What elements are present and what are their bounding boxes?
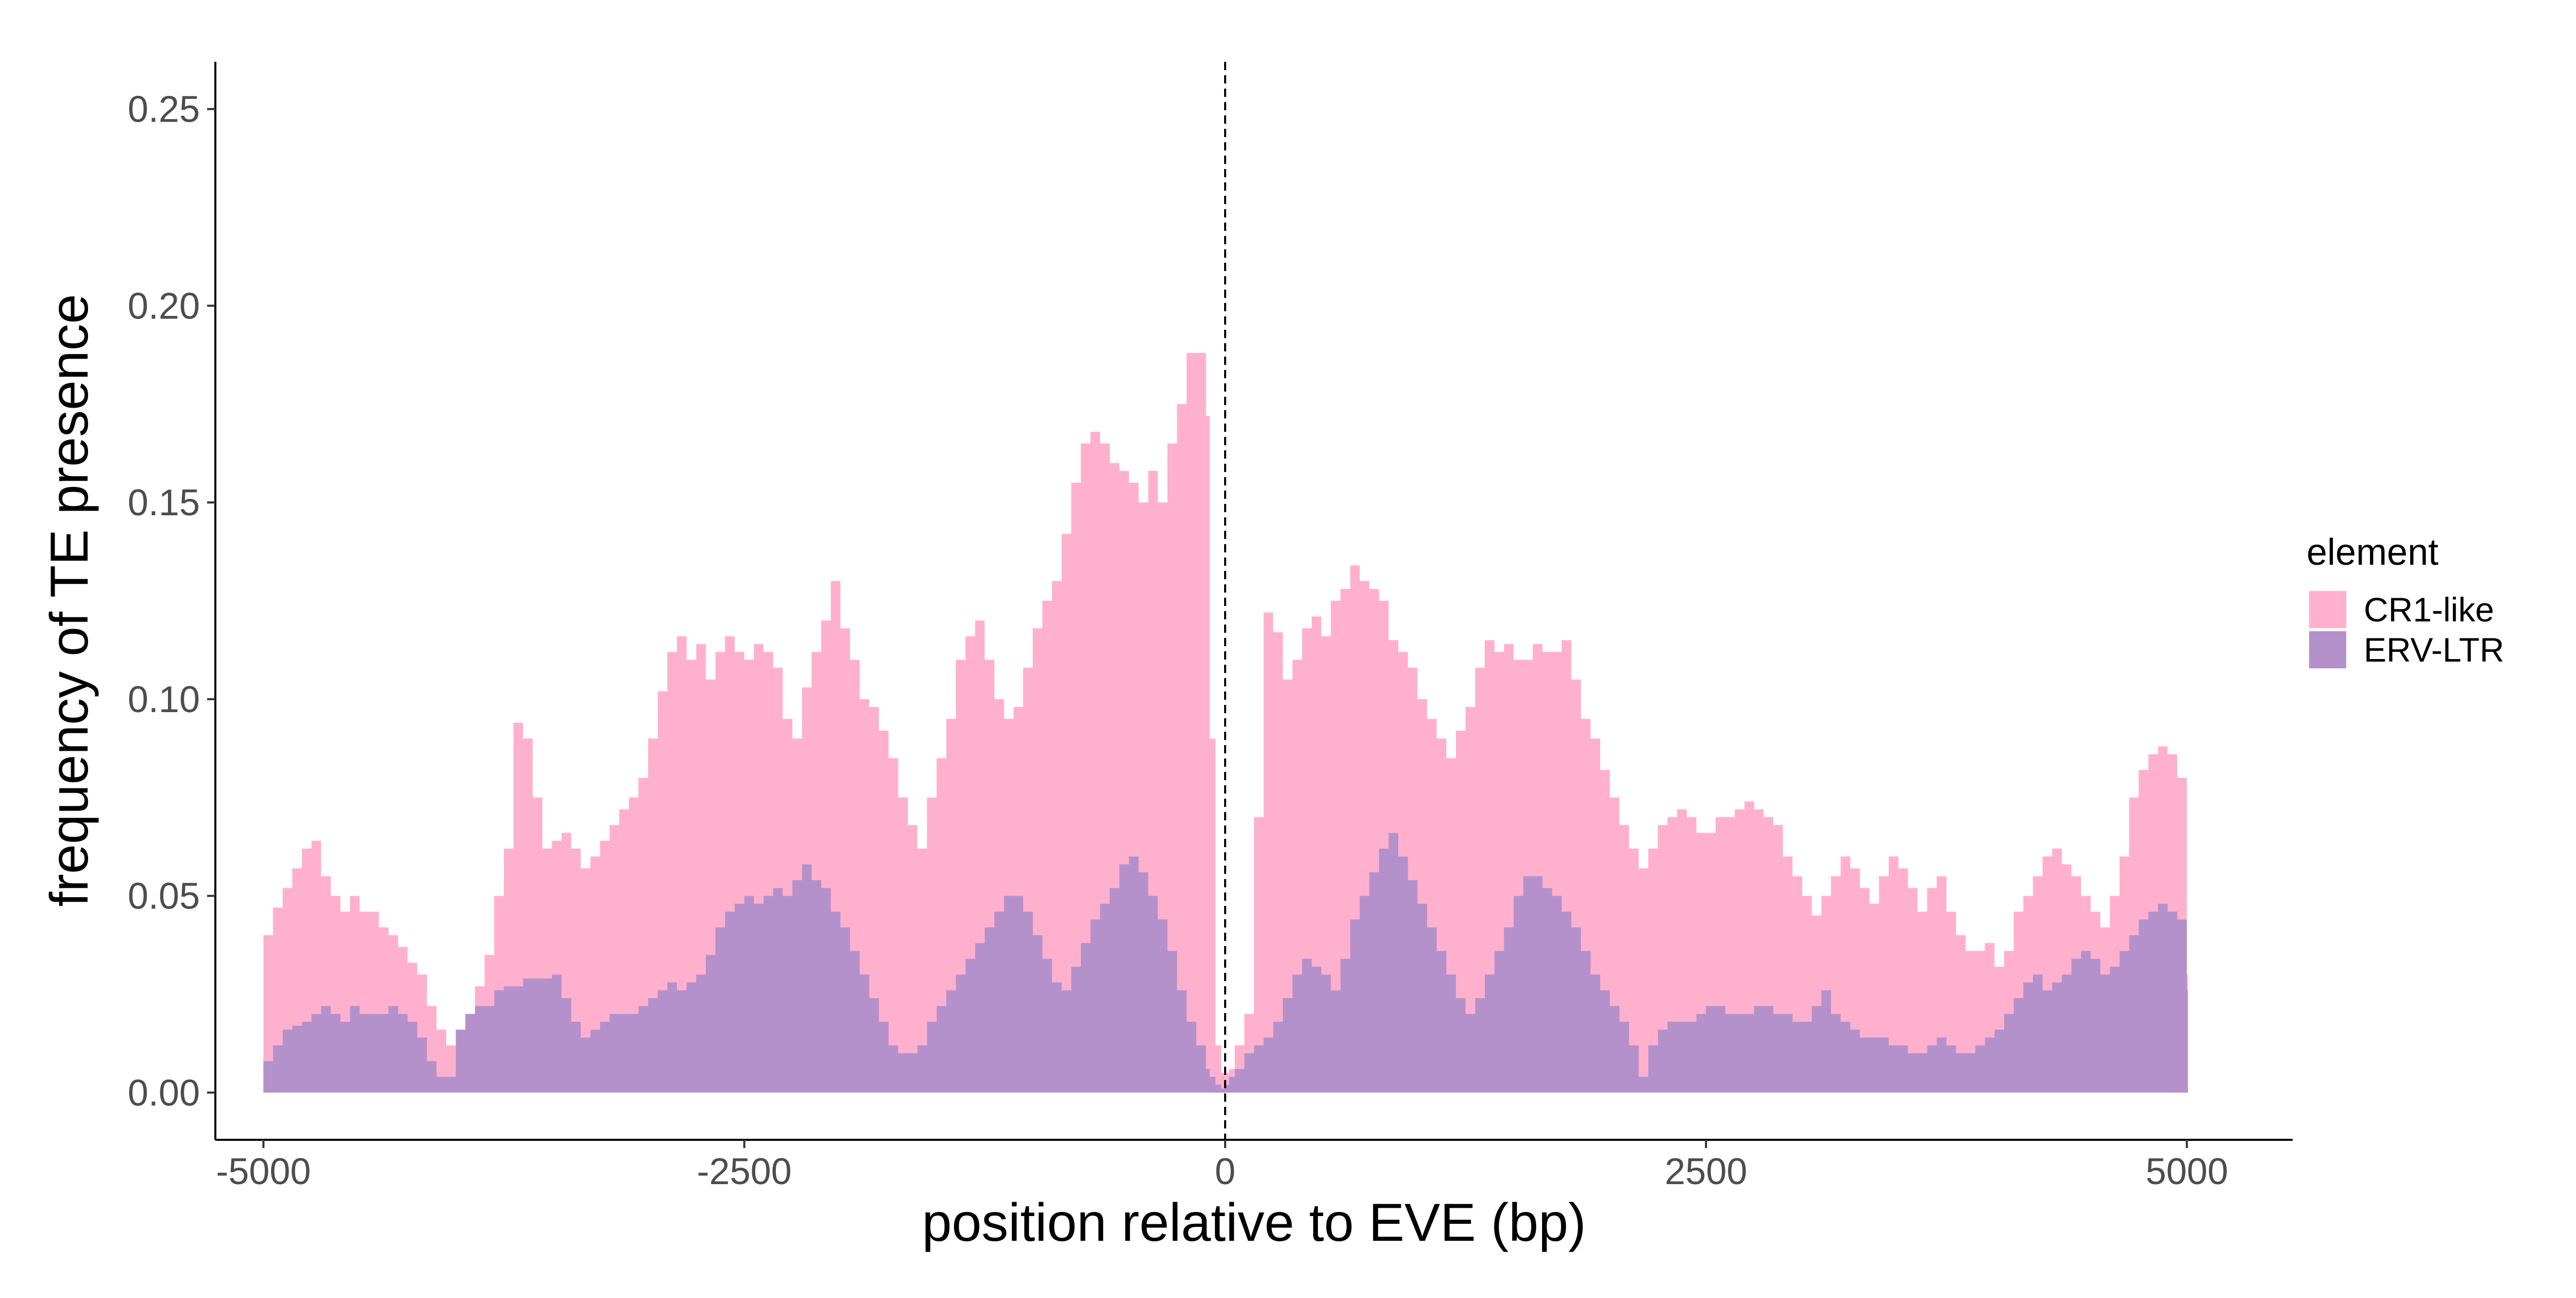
area-layer: [263, 353, 2188, 1093]
y-tick-label: 0.05: [128, 876, 200, 917]
legend-key-erv-ltr: [2309, 631, 2346, 668]
y-axis-title: frequency of TE presence: [40, 294, 99, 907]
area-erv-ltr: [263, 833, 2188, 1093]
x-axis-title: position relative to EVE (bp): [922, 1193, 1586, 1253]
legend-key-cr1-like: [2309, 591, 2346, 628]
y-axis-ticks: 0.00 0.05 0.10 0.15 0.20 0.25: [128, 89, 215, 1114]
x-tick-label: -5000: [216, 1151, 311, 1192]
x-axis-ticks: -5000 -2500 0 2500 5000: [216, 1140, 2228, 1192]
y-tick-label: 0.00: [128, 1072, 200, 1114]
x-tick-label: 5000: [2146, 1151, 2228, 1192]
plot-panel: -5000 -2500 0 2500 5000 0.00 0.05 0.10 0.15 0.20…: [128, 62, 2293, 1192]
x-tick-label: 0: [1215, 1151, 1235, 1192]
y-tick-label: 0.15: [128, 482, 200, 524]
y-tick-label: 0.25: [128, 89, 200, 130]
legend-label-cr1-like: CR1-like: [2364, 591, 2494, 629]
y-tick-label: 0.20: [128, 285, 200, 327]
y-tick-label: 0.10: [128, 679, 200, 720]
x-tick-label: 2500: [1665, 1151, 1747, 1192]
legend-label-erv-ltr: ERV-LTR: [2364, 631, 2504, 669]
legend-title: element: [2307, 532, 2438, 573]
x-tick-label: -2500: [697, 1151, 792, 1192]
